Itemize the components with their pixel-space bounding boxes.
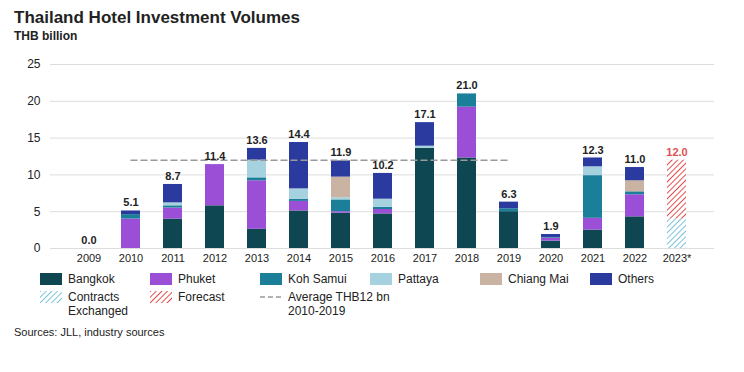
- svg-text:12.3: 12.3: [582, 143, 603, 155]
- svg-text:13.6: 13.6: [246, 134, 267, 146]
- html-text:Phuket: Phuket: [178, 272, 216, 286]
- svg-text:2016: 2016: [371, 252, 395, 264]
- svg-text:11.4: 11.4: [205, 150, 227, 162]
- svg-text:25: 25: [27, 57, 41, 71]
- html-text:Pattaya: Pattaya: [398, 272, 439, 286]
- svg-text:10.2: 10.2: [372, 159, 393, 171]
- svg-text:2012: 2012: [203, 252, 227, 264]
- svg-text:2009: 2009: [77, 252, 101, 264]
- svg-text:8.7: 8.7: [165, 170, 180, 182]
- svg-text:2010: 2010: [119, 252, 143, 264]
- html-text:Others: Others: [618, 272, 654, 286]
- svg-text:2015: 2015: [329, 252, 353, 264]
- svg-text:2018: 2018: [455, 252, 479, 264]
- html-text:Thailand Hotel Investment Volu: Thailand Hotel Investment Volumes: [14, 8, 300, 27]
- svg-text:2020: 2020: [539, 252, 563, 264]
- svg-text:21.0: 21.0: [456, 79, 477, 91]
- html-text:Bangkok: Bangkok: [68, 272, 115, 286]
- svg-text:2021: 2021: [581, 252, 605, 264]
- svg-text:0.0: 0.0: [81, 234, 96, 246]
- svg-text:2022: 2022: [623, 252, 647, 264]
- html-text:Koh Samui: Koh Samui: [288, 272, 347, 286]
- svg-text:2019: 2019: [497, 252, 521, 264]
- svg-text:2011: 2011: [161, 252, 185, 264]
- svg-text:11.9: 11.9: [331, 146, 352, 158]
- html-text:Sources: JLL, industry sources: Sources: JLL, industry sources: [14, 326, 165, 338]
- svg-text:14.4: 14.4: [288, 128, 310, 140]
- html-text:Forecast: Forecast: [178, 290, 225, 304]
- svg-text:6.3: 6.3: [501, 188, 516, 200]
- svg-text:12.0: 12.0: [666, 146, 687, 158]
- svg-text:0: 0: [34, 241, 41, 255]
- svg-text:20: 20: [27, 94, 41, 108]
- html-text:Contracts Exchanged: Contracts Exchanged: [68, 290, 128, 318]
- svg-text:2013: 2013: [245, 252, 269, 264]
- svg-text:5: 5: [34, 205, 41, 219]
- svg-text:11.0: 11.0: [625, 153, 646, 165]
- html-text:THB billion: THB billion: [14, 29, 78, 43]
- svg-text:2023*: 2023*: [663, 252, 692, 264]
- svg-text:17.1: 17.1: [414, 108, 435, 120]
- svg-text:2017: 2017: [413, 252, 437, 264]
- svg-text:2014: 2014: [287, 252, 311, 264]
- html-text:Chiang Mai: Chiang Mai: [508, 272, 569, 286]
- svg-text:1.9: 1.9: [543, 220, 558, 232]
- svg-text:15: 15: [27, 131, 41, 145]
- svg-text:5.1: 5.1: [123, 196, 138, 208]
- svg-text:10: 10: [27, 168, 41, 182]
- html-text:Average THB12 bn 2010-2019: Average THB12 bn 2010-2019: [288, 290, 390, 318]
